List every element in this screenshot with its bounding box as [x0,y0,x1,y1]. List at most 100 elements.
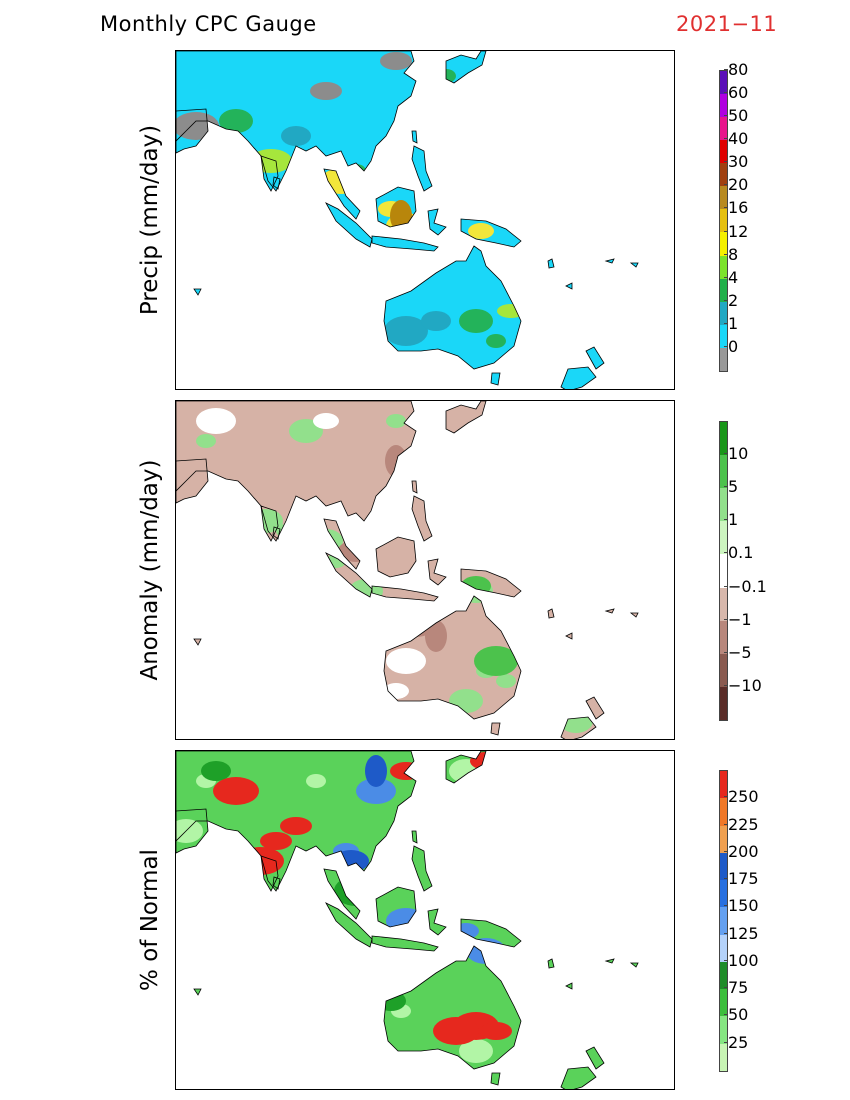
colorbar-swatch [720,653,727,687]
precip-ylabel: Precip (mm/day) [137,124,163,316]
coastline-nz_s [560,366,597,389]
precip-land [176,51,639,389]
precip-colorbar-labels: 0 1 2 4 8 12 16 20 30 40 50 60 80 [723,62,788,370]
colorbar-swatch [720,798,727,826]
land-region [201,761,231,781]
land-fill [176,51,638,389]
colorbar-tick-label: 25 [723,1032,749,1052]
land-region [496,674,516,688]
coastline-newguinea [460,918,522,948]
colorbar-tick-label: 125 [724,923,759,943]
coastline-srilanka [272,526,281,540]
land-region [213,777,259,805]
land-region [468,223,494,239]
land-region [398,615,434,637]
anomaly-colorbar-labels: −10 −5 −1 −0.1 0.1 1 5 10 [723,421,788,719]
land-region [474,646,518,676]
land-region [326,554,346,568]
land-region [459,309,493,333]
land-region [386,648,426,674]
colorbar-swatch [720,521,727,555]
anomaly-land [176,401,639,739]
land-region [385,445,407,477]
colorbar-swatch [720,94,727,118]
colorbar-swatch [720,278,727,302]
colorbar-tick-label: 10 [723,444,749,464]
map-title: Monthly CPC Gauge [100,12,317,36]
colorbar-tick-label: 2 [723,290,739,310]
colorbar-tick-label: −5 [724,642,752,662]
coastline-java [371,935,439,952]
coastline-islands1 [547,608,555,619]
colorbar-swatch [720,880,727,908]
coastline-islands1 [547,258,555,269]
colorbar-tick-label: 16 [723,198,749,218]
coastline-islands4 [565,982,573,990]
land-region [384,316,428,346]
coastline-borneo [375,536,417,578]
colorbar-swatch [720,852,727,881]
coastline-japan [445,51,487,84]
coastline-islands4 [565,632,573,640]
coastline-srilanka [272,876,281,890]
colorbar-tick-label: 0.1 [723,543,754,563]
land-region [196,434,216,448]
colorbar-swatch [720,455,727,489]
percent-normal-map-panel [175,750,675,1090]
colorbar-swatch [720,1043,727,1071]
coastline-philippines [411,495,433,542]
coastline-tasmania [490,372,501,386]
colorbar-tick-label: 20 [723,175,749,195]
colorbar-tick-label: 4 [723,267,739,287]
coastline-japan [445,751,487,784]
land-region [281,126,311,146]
coastline-islands1 [547,958,555,969]
coastline-java [371,585,439,602]
coastline-india_tip [260,855,279,892]
coastline-japan [445,401,487,434]
coastline-taiwan [411,130,418,144]
coastline-sulawesi [427,558,447,586]
coastline-australia [383,945,522,1070]
coastline-tasmania [490,722,501,736]
coastline-java [371,235,439,252]
coastline-malay [323,868,361,920]
land-region [334,876,378,906]
colorbar-tick-label: −0.1 [724,576,767,596]
colorbar-tick-label: 80 [723,60,749,79]
land-region [459,1039,493,1063]
coastline-arabia [176,108,209,154]
coastline-asia [176,751,417,892]
coastline-newguinea [460,218,522,248]
land-region [486,334,506,348]
colorbar-tick-label: 225 [724,814,759,834]
land-region [321,168,361,194]
colorbar-swatch [720,255,727,279]
land-region [386,908,426,934]
coastline-sumatra [325,902,373,948]
precip-map-panel [175,50,675,390]
colorbar-tick-label: 60 [723,83,749,103]
coastline-borneo [375,186,417,228]
coastline-borneo [375,886,417,928]
colorbar-tick-label: 5 [723,477,739,497]
coastline-sumatra [325,552,373,598]
colorbar-swatch [720,163,727,187]
colorbar-swatch [720,1016,727,1044]
percent-normal-colorbar-labels: 25 50 75 100 125 150 175 200 225 250 [723,770,788,1070]
anomaly-ylabel: Anomaly (mm/day) [137,459,163,681]
colorbar-tick-label: −10 [724,675,762,695]
coastline-nz_s [560,1066,597,1089]
coastline-newguinea [460,568,522,598]
anomaly-map-panel [175,400,675,740]
land-region [390,200,412,232]
land-region [226,504,246,518]
land-fill [176,401,638,739]
coastline-taiwan [411,830,418,844]
coastline-arabia [176,458,209,504]
land-region [380,52,412,70]
land-region [470,752,502,770]
colorbar-tick-label: −1 [724,609,752,629]
coastline-islands2 [604,608,615,614]
coastline-islands5 [193,988,202,996]
